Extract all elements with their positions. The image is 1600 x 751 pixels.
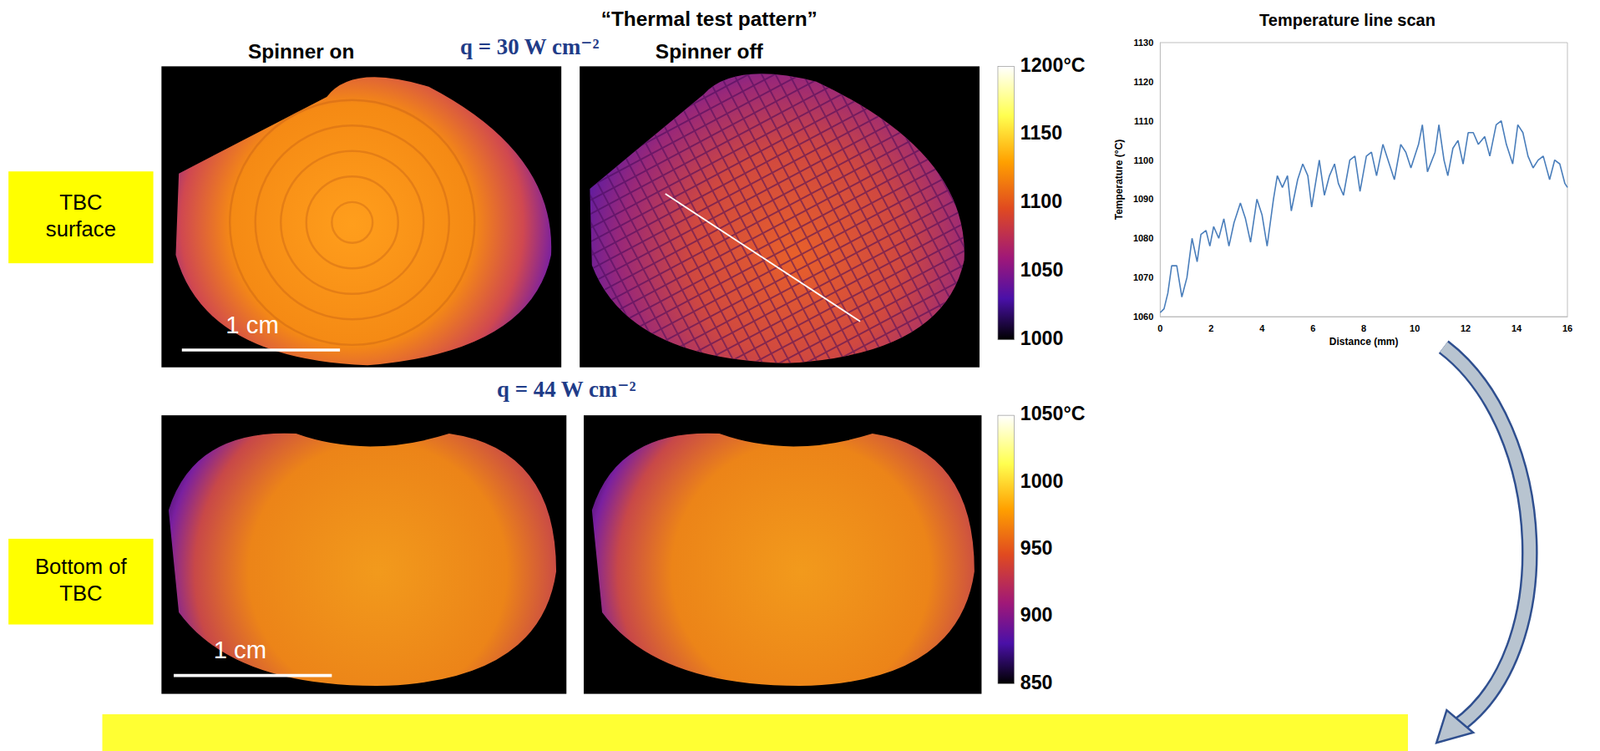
svg-text:1 cm: 1 cm <box>213 635 268 664</box>
svg-text:TBC: TBC <box>59 581 102 605</box>
svg-text:Spinner off: Spinner off <box>655 40 765 63</box>
svg-text:6: 6 <box>1310 323 1316 334</box>
svg-text:14: 14 <box>1511 323 1523 334</box>
svg-text:Temperature line scan: Temperature line scan <box>1259 10 1436 30</box>
svg-text:1130: 1130 <box>1133 37 1154 48</box>
svg-text:Bottom of: Bottom of <box>35 554 128 578</box>
svg-text:Spinner on: Spinner on <box>248 40 355 63</box>
svg-text:1070: 1070 <box>1133 272 1154 283</box>
svg-text:950: 950 <box>1020 536 1054 559</box>
svg-text:1080: 1080 <box>1133 232 1154 244</box>
svg-text:900: 900 <box>1020 603 1054 626</box>
svg-text:1120: 1120 <box>1133 76 1154 87</box>
svg-text:1090: 1090 <box>1133 193 1154 204</box>
svg-text:850: 850 <box>1020 671 1054 694</box>
svg-text:q = 30 W cm⁻²: q = 30 W cm⁻² <box>460 34 599 60</box>
svg-text:Distance (mm): Distance (mm) <box>1329 335 1399 348</box>
svg-text:1060: 1060 <box>1133 311 1154 322</box>
svg-text:10: 10 <box>1409 323 1420 334</box>
svg-text:1050°C: 1050°C <box>1020 402 1086 425</box>
svg-text:1100: 1100 <box>1020 190 1063 213</box>
svg-text:4: 4 <box>1259 323 1266 334</box>
svg-text:16: 16 <box>1562 323 1573 334</box>
svg-text:1150: 1150 <box>1020 121 1063 144</box>
svg-text:1100: 1100 <box>1133 155 1154 166</box>
svg-text:1050: 1050 <box>1020 258 1064 281</box>
svg-text:surface: surface <box>45 217 117 241</box>
svg-text:0: 0 <box>1157 323 1163 334</box>
svg-text:“Thermal test pattern”: “Thermal test pattern” <box>601 7 818 31</box>
svg-text:q = 44 W cm⁻²: q = 44 W cm⁻² <box>496 376 636 402</box>
svg-text:1200°C: 1200°C <box>1020 54 1086 76</box>
svg-text:12: 12 <box>1460 323 1471 334</box>
svg-text:1 cm: 1 cm <box>225 310 279 339</box>
svg-text:8: 8 <box>1361 323 1367 334</box>
svg-text:1110: 1110 <box>1134 116 1154 127</box>
svg-text:TBC: TBC <box>59 190 102 214</box>
svg-text:1000: 1000 <box>1020 470 1064 492</box>
svg-text:1000: 1000 <box>1020 327 1064 350</box>
svg-text:2: 2 <box>1208 323 1214 334</box>
svg-text:Temperature (°C): Temperature (°C) <box>1113 139 1125 221</box>
